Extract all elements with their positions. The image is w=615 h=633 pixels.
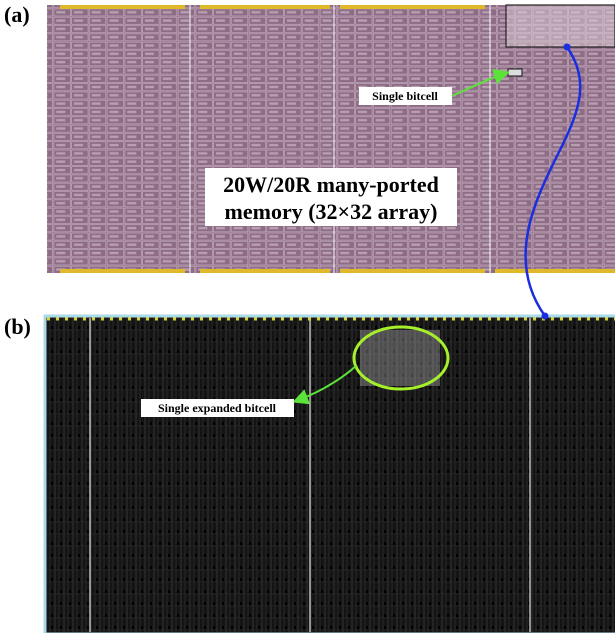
array-title: 20W/20R many-ported [223, 172, 439, 197]
annotation: Single bitcell [372, 89, 438, 103]
connector-dot [542, 313, 549, 320]
page: (a) Single bitcell 20W/20R many-ported m… [0, 0, 615, 633]
connector-dot [564, 44, 571, 51]
annotation: Single expanded bitcell [158, 401, 277, 415]
panel-label: (b) [4, 314, 31, 339]
panel-label: (a) [4, 2, 30, 27]
array-title: memory (32×32 array) [225, 199, 438, 224]
bitcell-highlight [508, 69, 522, 76]
figure: (a) Single bitcell 20W/20R many-ported m… [0, 0, 615, 633]
zoom-region [506, 5, 615, 47]
expanded-bitcell [360, 330, 440, 386]
